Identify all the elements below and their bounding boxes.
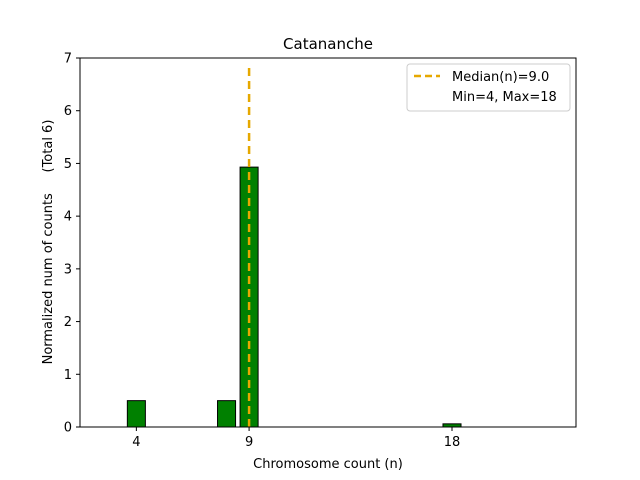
y-tick-label: 6: [64, 104, 72, 119]
y-tick-label: 7: [64, 52, 72, 67]
axes-group: 0 1 2 3 4 5 6 7 4 9 18: [64, 52, 577, 450]
x-axis-label: Chromosome count (n): [253, 457, 403, 472]
y-tick-label: 3: [64, 262, 72, 277]
y-tick-label: 2: [64, 315, 72, 330]
legend-entry-minmax: Min=4, Max=18: [452, 90, 557, 105]
plot-frame: [79, 57, 577, 428]
legend-box: [406, 63, 571, 112]
bars-group: [126, 166, 462, 428]
y-tick-label: 5: [64, 157, 72, 172]
y-tick-label: 1: [64, 368, 72, 383]
bar-n-9: [239, 166, 259, 428]
x-tick-label: 4: [132, 435, 140, 450]
legend: Median(n)=9.0 Min=4, Max=18: [406, 63, 571, 112]
x-tick-label: 18: [444, 435, 461, 450]
y-axis-label: Normalized num of counts (Total 6): [41, 120, 56, 365]
bar-n-8: [217, 400, 237, 428]
x-tick-label: 9: [245, 435, 253, 450]
y-tick-label: 0: [64, 421, 72, 436]
bar-n-4: [126, 400, 146, 428]
legend-entry-median: Median(n)=9.0: [452, 70, 549, 85]
chart-title: Catananche: [283, 35, 373, 53]
y-tick-label: 4: [64, 210, 72, 225]
